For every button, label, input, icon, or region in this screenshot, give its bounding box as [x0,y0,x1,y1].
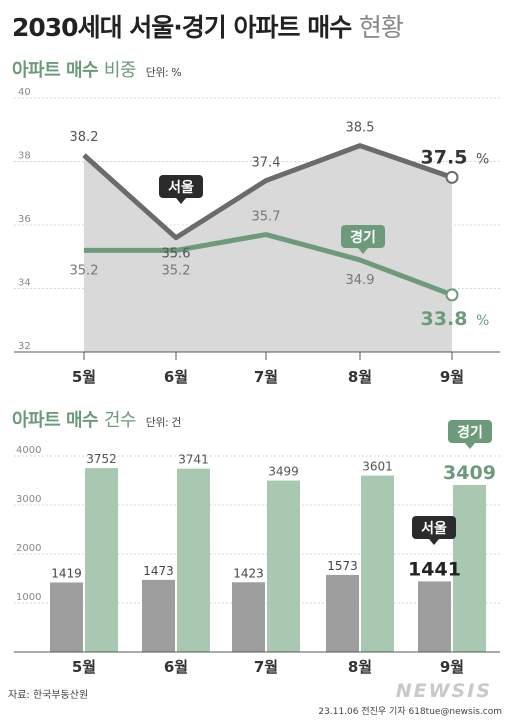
seoul-bar-tag-bg [412,516,456,539]
gyeonggi-line [84,232,453,298]
ratio-unit: 단위: % [145,66,182,79]
gyeonggi-line-tag-pointer [358,248,368,254]
seoul-end-marker [445,170,459,184]
seoul-bar [142,579,175,652]
line-x-tick-label: 6월 [164,368,188,386]
gyeonggi-data-label: 34.9 [346,273,375,288]
gyeonggi-line-tag: 경기 [350,229,376,246]
gyeonggi-data-label: 33.8 [421,308,468,330]
gyeonggi-bar [361,475,394,652]
seoul-data-label: 38.2 [70,130,99,145]
ratio-section-title: 아파트 매수 비중 단위: % [12,56,182,82]
line-y-tick-label: 38 [18,151,31,162]
gyeonggi-bar-label: 3752 [86,452,117,466]
seoul-data-label: 35.6 [162,247,191,262]
line-x-tick-label: 7월 [254,368,278,386]
seoul-data-label: 37.4 [252,156,281,171]
line-y-tick-label: 32 [18,341,31,352]
title-main: 2030세대 서울·경기 아파트 매수 [12,13,352,42]
seoul-bar [326,574,359,652]
bar-x-tick-label: 9월 [440,658,464,676]
footer-credit: 23.11.06 전진우 기자 618tue@newsis.com [318,707,502,717]
seoul-bar-label: 1423 [233,566,264,580]
line-y-tick-label: 34 [18,278,31,289]
gyeonggi-bar-label: 3741 [178,453,209,467]
gyeonggi-line-tag-bg [341,225,385,248]
line-y-tick-label: 36 [18,214,31,225]
gyeonggi-bar-tag: 경기 [457,424,483,441]
bar-y-tick-label: 3000 [16,494,41,505]
title-suffix: 현황 [358,13,404,42]
seoul-line-tag-pointer [176,198,186,204]
gyeonggi-bar [453,484,486,652]
ratio-section-label: 아파트 매수 [12,60,99,81]
gyeonggi-data-label: 35.2 [162,263,191,278]
bar-x-tick-label: 7월 [254,658,278,676]
gyeonggi-data-label: 35.7 [252,210,281,225]
bar-y-tick-label: 2000 [16,543,41,554]
seoul-bar-tag: 서울 [421,520,447,537]
count-section-title: 아파트 매수 건수 단위: 건 [12,406,181,432]
seoul-data-label: 38.5 [346,121,375,136]
line-x-tick-label: 8월 [348,368,372,386]
count-unit: 단위: 건 [145,416,182,429]
gyeonggi-bar-label: 3499 [268,465,299,479]
footer-source: 자료: 한국부동산원 [8,690,89,701]
gyeonggi-percent-sign: % [476,313,489,329]
bar-x-tick-label: 5월 [72,658,96,676]
gyeonggi-bar [267,480,300,652]
newsis-logo: NEWSIS [395,680,492,702]
seoul-bar-label: 1473 [143,564,174,578]
ratio-section-label2: 비중 [103,60,137,81]
seoul-area-fill [84,145,452,352]
gyeonggi-end-marker [445,288,459,302]
gyeonggi-bar-label: 3601 [362,460,393,474]
seoul-data-label: 37.5 [421,146,468,168]
line-x-tick-label: 9월 [440,368,464,386]
bar-y-tick-label: 4000 [16,445,41,456]
bar-x-tick-label: 6월 [164,658,188,676]
count-section-label: 아파트 매수 [12,410,99,431]
seoul-bar [418,581,451,652]
seoul-bar-label: 1441 [408,558,461,580]
gyeonggi-bar-label: 3409 [443,462,496,484]
bar-y-tick-label: 1000 [16,592,41,603]
gyeonggi-data-label: 35.2 [70,263,99,278]
line-y-tick-label: 40 [18,87,31,98]
seoul-line [82,143,453,241]
seoul-bar-label: 1419 [51,566,82,580]
seoul-bar-tag-pointer [429,539,439,545]
seoul-percent-sign: % [476,151,489,167]
seoul-line-tag: 서울 [168,179,194,196]
gyeonggi-bar-tag-bg [448,420,492,443]
page-title: 2030세대 서울·경기 아파트 매수 현황 [12,8,404,44]
bar-x-tick-label: 8월 [348,658,372,676]
seoul-line-tag-bg [159,175,203,198]
seoul-bar-label: 1573 [327,559,358,573]
gyeonggi-bar-tag-pointer [465,443,475,449]
seoul-bar [50,582,83,652]
line-x-tick-label: 5월 [72,368,96,386]
count-section-label2: 건수 [103,410,137,431]
gyeonggi-bar [177,468,210,652]
gyeonggi-bar [85,468,118,652]
seoul-bar [232,582,265,652]
